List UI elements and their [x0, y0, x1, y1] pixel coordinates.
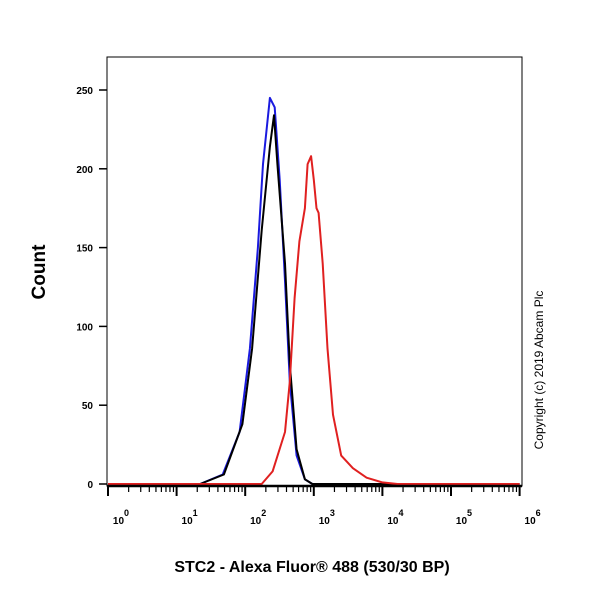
- y-tick-label: 100: [76, 322, 93, 333]
- plot-frame: [106, 56, 523, 487]
- y-tick-label: 50: [82, 401, 94, 412]
- series-line-0: [108, 96, 520, 485]
- series-line-1: [108, 114, 520, 485]
- x-tick-label: 106: [525, 508, 541, 527]
- copyright-annotation: Copyright (c) 2019 Abcam Plc: [532, 291, 546, 450]
- x-tick-label: 105: [456, 508, 472, 527]
- y-tick-label: 150: [76, 244, 93, 255]
- y-tick-label: 250: [76, 86, 93, 97]
- x-tick-label: 101: [182, 508, 198, 527]
- x-tick-label: 100: [113, 508, 129, 527]
- y-tick-label: 200: [76, 165, 93, 176]
- series-line-2: [108, 155, 520, 485]
- x-axis-title: STC2 - Alexa Fluor® 488 (530/30 BP): [174, 559, 449, 576]
- x-tick-label: 102: [250, 508, 266, 527]
- x-tick-label: 103: [319, 508, 335, 527]
- y-axis-title: Count: [29, 244, 50, 300]
- y-tick-label: 0: [87, 480, 93, 491]
- x-tick-label: 104: [387, 508, 403, 527]
